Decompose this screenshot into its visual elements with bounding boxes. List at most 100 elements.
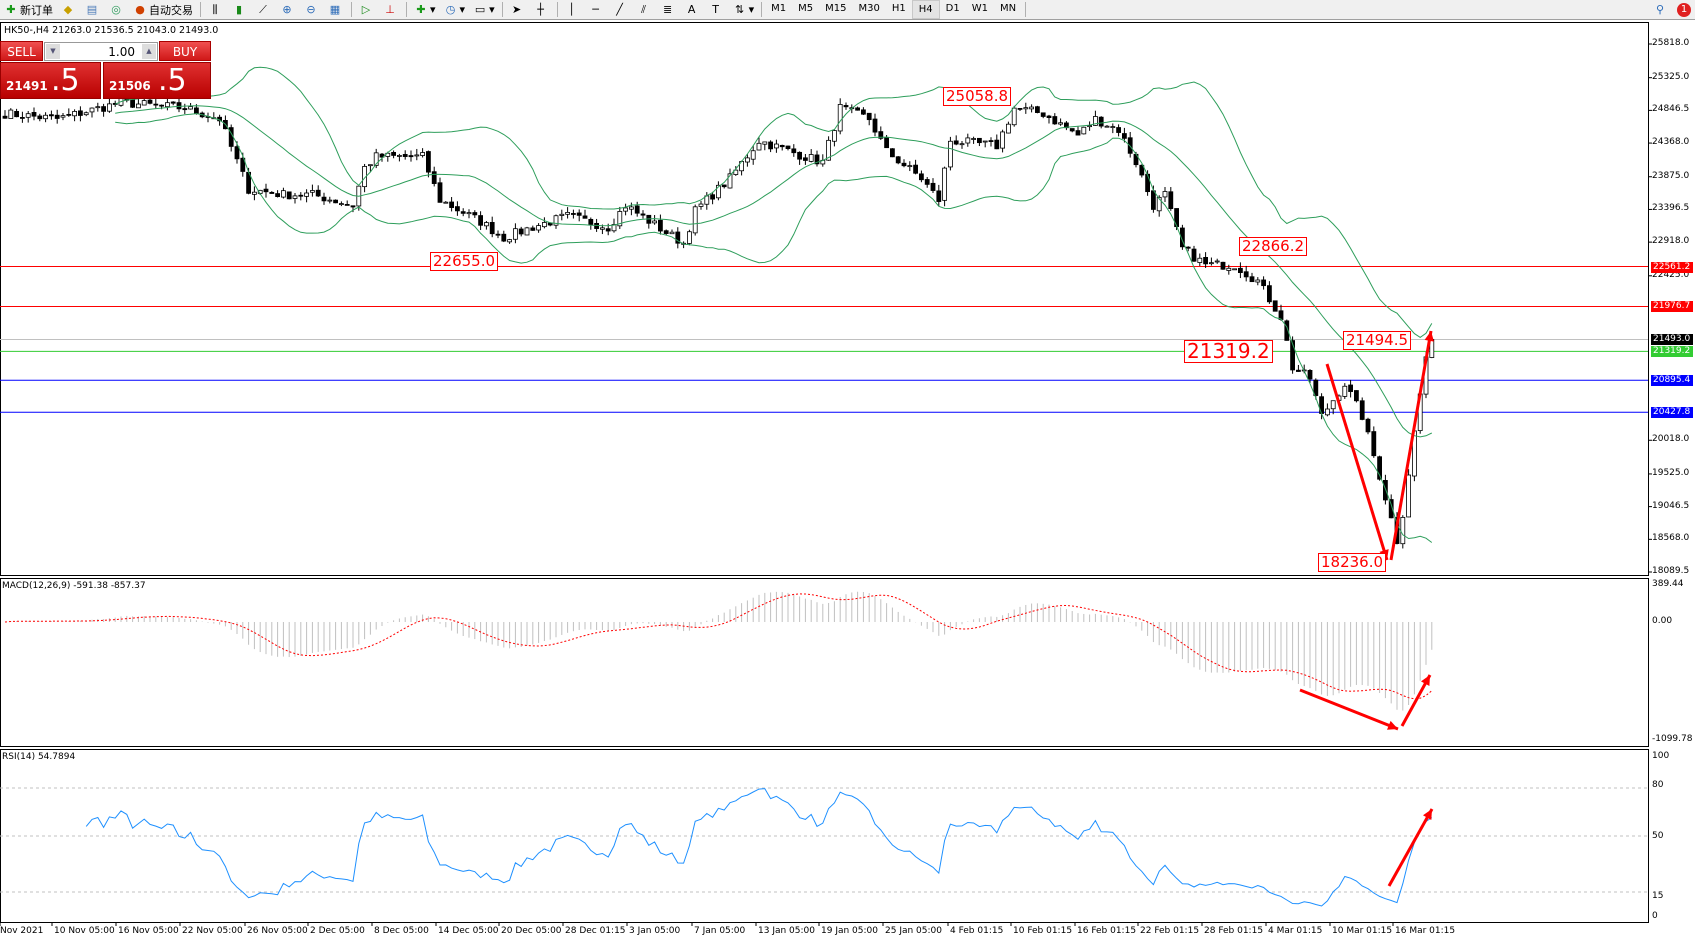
candle-body	[768, 141, 773, 150]
buy-price[interactable]: 21506 .5	[103, 62, 211, 99]
candlestick-button[interactable]: ▮	[228, 0, 252, 19]
timeframe-m30[interactable]: M30	[858, 3, 880, 14]
candle-body	[1249, 276, 1255, 283]
candle-body	[338, 203, 344, 205]
candle-body	[8, 109, 14, 119]
rsi-axis-label: 50	[1652, 831, 1664, 841]
vertical-line-button[interactable]: │	[561, 0, 585, 19]
candle-body	[466, 212, 472, 215]
candle-body	[292, 195, 298, 199]
candle-body	[1267, 285, 1272, 303]
zoom-out-button[interactable]: ⊖	[300, 0, 324, 19]
candle-body	[518, 228, 524, 235]
increase-volume-icon[interactable]: ▲	[142, 44, 156, 59]
line-chart-button[interactable]: ⟋	[252, 0, 276, 19]
auto-trading-button[interactable]: ● 自动交易	[129, 0, 197, 19]
indicators-button[interactable]: ✚ ▾	[410, 0, 440, 19]
candle-body	[1330, 400, 1336, 410]
timeframe-d1[interactable]: D1	[945, 3, 960, 14]
timeframe-m1[interactable]: M1	[771, 3, 787, 14]
auto-scroll-button[interactable]: ▷	[355, 0, 379, 19]
candle-body	[652, 220, 657, 224]
price-annotation[interactable]: 22866.2	[1239, 237, 1308, 256]
timeframe-m5[interactable]: M5	[798, 3, 814, 14]
candle-body	[832, 130, 837, 142]
text-button[interactable]: A	[681, 0, 705, 19]
price-annotation[interactable]: 25058.8	[943, 87, 1012, 106]
macd-axis-label: 0.00	[1652, 616, 1673, 626]
new-order-icon: ✚	[6, 2, 16, 16]
candle-body	[1243, 271, 1249, 278]
new-order-button[interactable]: ✚ 新订单	[0, 0, 57, 19]
decrease-volume-icon[interactable]: ▼	[46, 44, 60, 59]
candle-body	[1046, 115, 1052, 119]
candle-body	[553, 215, 559, 226]
horizontal-line-button[interactable]: ─	[585, 0, 609, 19]
candle-body	[240, 157, 246, 172]
crosshair-button[interactable]: ┼	[530, 0, 554, 19]
price-annotation[interactable]: 22655.0	[430, 252, 499, 271]
timeframe-w1[interactable]: W1	[971, 3, 988, 14]
candle-body	[745, 157, 750, 163]
zoom-in-icon: ⊕	[282, 2, 292, 16]
candle-body	[1214, 260, 1220, 263]
signal-button[interactable]: ◎	[105, 0, 129, 19]
chart-shift-button[interactable]: ⊥	[379, 0, 403, 19]
timeframe-h4[interactable]: H4	[911, 0, 940, 19]
candle-body	[472, 212, 478, 216]
channel-button[interactable]: ⫽	[633, 0, 657, 19]
search-button[interactable]: ⚲	[1649, 0, 1673, 19]
candle-body	[1040, 112, 1046, 117]
candle-body	[930, 182, 936, 191]
sell-button[interactable]: SELL	[0, 41, 43, 61]
notifications-button[interactable]: 1	[1673, 0, 1695, 19]
candle-body	[530, 227, 536, 231]
candle-body	[524, 227, 530, 236]
level-price-tag: 20895.4	[1651, 375, 1693, 387]
trendline-button[interactable]: ╱	[609, 0, 633, 19]
volume-input[interactable]: 1.00	[108, 45, 135, 59]
price-annotation[interactable]: 18236.0	[1318, 553, 1387, 572]
price-axis-label: 19525.0	[1652, 467, 1690, 478]
candle-body	[750, 150, 756, 160]
price-annotation[interactable]: 21319.2	[1184, 340, 1273, 363]
candle-body	[571, 213, 576, 215]
toolbar: ✚ 新订单 ◆ ▤ ◎ ● 自动交易 ⫼ ▮ ⟋ ⊕ ⊖ ▦ ▷ ⊥ ✚ ▾ ◷ ▾ ▭…	[0, 0, 1695, 20]
fibonacci-button[interactable]: ≣	[657, 0, 681, 19]
buy-button[interactable]: BUY	[159, 41, 211, 61]
price-annotation[interactable]: 21494.5	[1343, 331, 1412, 350]
time-axis-label: 16 Feb 01:15	[1077, 926, 1137, 936]
time-axis-label: 13 Jan 05:00	[758, 926, 815, 936]
candle-body	[396, 155, 402, 157]
bar-chart-icon: ⫼	[212, 2, 218, 16]
macd-signal-line	[4, 593, 1433, 700]
time-axis-label: 28 Feb 01:15	[1204, 926, 1264, 936]
chart-header: HK50-,H4 21263.0 21536.5 21043.0 21493.0	[4, 25, 219, 36]
rsi-up-arrow-head	[1423, 809, 1432, 820]
gold-button[interactable]: ◆	[57, 0, 81, 19]
sell-price[interactable]: 21491 .5	[0, 62, 101, 99]
separator	[1025, 2, 1027, 17]
candle-body	[2, 115, 8, 119]
timeframe-mn[interactable]: MN	[999, 3, 1017, 14]
periods-button[interactable]: ◷ ▾	[440, 0, 470, 19]
text-label-button[interactable]: T	[705, 0, 729, 19]
tile-windows-button[interactable]: ▦	[324, 0, 348, 19]
cursor-button[interactable]: ➤	[506, 0, 530, 19]
bar-chart-button[interactable]: ⫼	[204, 0, 228, 19]
arrows-button[interactable]: ⇅ ▾	[729, 0, 759, 19]
templates-button[interactable]: ▭ ▾	[474, 2, 495, 17]
candle-body	[431, 171, 437, 184]
timeframe-m15[interactable]: M15	[825, 3, 847, 14]
server-button[interactable]: ▤	[81, 0, 105, 19]
candle-body	[843, 105, 849, 108]
volume-stepper[interactable]: ▼ 1.00 ▲	[44, 42, 158, 61]
bollinger-lower-band	[115, 113, 1433, 543]
candle-body	[826, 139, 831, 161]
zoom-in-button[interactable]: ⊕	[276, 0, 300, 19]
candle-body	[994, 139, 1000, 150]
candle-body	[1255, 279, 1261, 283]
timeframe-h1[interactable]: H1	[891, 3, 906, 14]
time-axis-label: 19 Jan 05:00	[821, 926, 878, 936]
